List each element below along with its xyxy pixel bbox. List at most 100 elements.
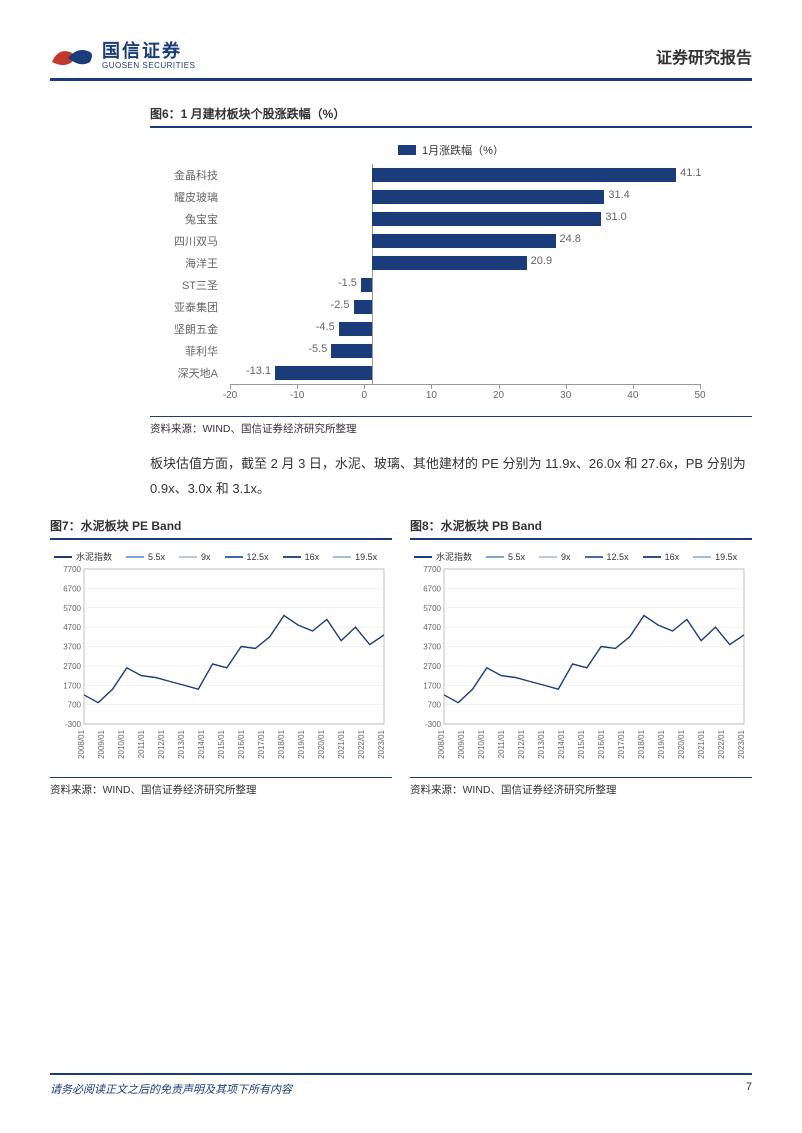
- legend-label: 12.5x: [607, 552, 629, 562]
- bar: [372, 256, 527, 270]
- y-tick-label: 700: [428, 701, 442, 710]
- bar-category-label: 耀皮玻璃: [160, 189, 224, 205]
- bar-area: 24.8: [224, 230, 742, 252]
- legend-label: 1月涨跌幅（%）: [422, 142, 504, 158]
- x-tick-label: 2019/01: [297, 730, 306, 759]
- legend-item: 水泥指数: [54, 550, 112, 563]
- y-tick-label: 2700: [63, 662, 81, 671]
- x-tick-label: 50: [694, 390, 705, 401]
- bar-area: 31.0: [224, 208, 742, 230]
- x-tick-label: 2023/01: [737, 730, 746, 759]
- legend-swatch: [539, 556, 557, 558]
- legend-item: 9x: [539, 550, 571, 563]
- bar-category-label: 四川双马: [160, 233, 224, 249]
- x-tick-label: 40: [627, 390, 638, 401]
- legend-item: 12.5x: [225, 550, 269, 563]
- y-tick-label: 2700: [423, 662, 441, 671]
- legend-swatch: [225, 556, 243, 558]
- legend-label: 9x: [201, 552, 211, 562]
- bar-category-label: 兔宝宝: [160, 211, 224, 227]
- bar-row: 海洋王 20.9: [160, 252, 742, 274]
- figure-6-source: 资料来源：WIND、国信证券经济研究所整理: [150, 416, 752, 436]
- x-tick-label: 2020/01: [317, 730, 326, 759]
- y-tick-label: 4700: [63, 624, 81, 633]
- report-title: 证券研究报告: [656, 44, 752, 68]
- y-tick-label: -300: [425, 720, 442, 729]
- bar-row: 耀皮玻璃31.4: [160, 186, 742, 208]
- legend-label: 5.5x: [508, 552, 525, 562]
- bar-area: -2.5: [224, 296, 742, 318]
- bar-area: 20.9: [224, 252, 742, 274]
- x-tick-label: -20: [223, 390, 237, 401]
- bar-value-label: -13.1: [246, 365, 271, 377]
- legend-item: 12.5x: [585, 550, 629, 563]
- y-tick-label: 1700: [63, 682, 81, 691]
- bar-area: -4.5: [224, 318, 742, 340]
- bar-value-label: 41.1: [680, 167, 701, 179]
- x-tick-label: 2009/01: [97, 730, 106, 759]
- bar-row: 四川双马24.8: [160, 230, 742, 252]
- x-tick-label: 2011/01: [137, 730, 146, 759]
- bar-category-label: ST三圣: [160, 277, 224, 293]
- legend-swatch: [283, 556, 301, 558]
- bar: [275, 366, 372, 380]
- y-tick-label: 6700: [63, 585, 81, 594]
- x-tick-label: 2014/01: [197, 730, 206, 759]
- bar: [372, 190, 604, 204]
- bar-value-label: 31.0: [605, 211, 626, 223]
- bar-category-label: 坚朗五金: [160, 321, 224, 337]
- bar: [339, 322, 372, 336]
- x-tick-label: 2011/01: [497, 730, 506, 759]
- bar-value-label: -2.5: [331, 299, 350, 311]
- bar-row: 深天地A-13.1: [160, 362, 742, 384]
- x-tick-label: 2008/01: [77, 730, 86, 759]
- bar-area: 41.1: [224, 164, 742, 186]
- x-tick-label: 2022/01: [357, 730, 366, 759]
- y-tick-label: 3700: [423, 643, 441, 652]
- logo-text-cn: 国信证券: [102, 42, 195, 62]
- bar-category-label: 金晶科技: [160, 167, 224, 183]
- y-tick-label: 3700: [63, 643, 81, 652]
- x-tick-label: 2015/01: [217, 730, 226, 759]
- y-tick-label: 6700: [423, 585, 441, 594]
- bar: [331, 344, 372, 358]
- y-tick-label: -300: [65, 720, 82, 729]
- legend-swatch: [398, 145, 416, 155]
- legend-label: 水泥指数: [76, 550, 112, 563]
- footer-disclaimer: 请务必阅读正文之后的免责声明及其项下所有内容: [50, 1081, 292, 1097]
- bar: [372, 234, 556, 248]
- figure-6-legend: 1月涨跌幅（%）: [160, 142, 742, 158]
- legend-swatch: [693, 556, 711, 558]
- x-tick-label: 2018/01: [277, 730, 286, 759]
- bar-area: -5.5: [224, 340, 742, 362]
- bar-value-label: 20.9: [531, 255, 552, 267]
- bar-row: 坚朗五金-4.5: [160, 318, 742, 340]
- x-tick-label: 2008/01: [437, 730, 446, 759]
- legend-item: 9x: [179, 550, 211, 563]
- x-tick-label: 2018/01: [637, 730, 646, 759]
- figure-7-title: 图7：水泥板块 PE Band: [50, 517, 392, 540]
- index-line: [444, 616, 744, 703]
- y-tick-label: 700: [68, 701, 82, 710]
- valuation-paragraph: 板块估值方面，截至 2 月 3 日，水泥、玻璃、其他建材的 PE 分别为 11.…: [150, 452, 752, 501]
- x-tick-label: 2010/01: [477, 730, 486, 759]
- x-tick-label: 2013/01: [177, 730, 186, 759]
- legend-label: 9x: [561, 552, 571, 562]
- legend-item: 19.5x: [333, 550, 377, 563]
- figure-6-x-axis: -20-1001020304050: [230, 384, 700, 410]
- figure-8: 图8：水泥板块 PB Band 水泥指数5.5x9x12.5x16x19.5x …: [410, 517, 752, 797]
- page-footer: 请务必阅读正文之后的免责声明及其项下所有内容 7: [50, 1073, 752, 1097]
- y-tick-label: 5700: [423, 604, 441, 613]
- x-tick-label: 2020/01: [677, 730, 686, 759]
- x-tick-label: 2009/01: [457, 730, 466, 759]
- x-tick-label: 30: [560, 390, 571, 401]
- page-header: 国信证券 GUOSEN SECURITIES 证券研究报告: [50, 40, 752, 81]
- bar-category-label: 海洋王: [160, 255, 224, 271]
- legend-swatch: [54, 556, 72, 558]
- legend-swatch: [643, 556, 661, 558]
- bar-category-label: 菲利华: [160, 343, 224, 359]
- legend-swatch: [179, 556, 197, 558]
- legend-label: 16x: [305, 552, 320, 562]
- legend-label: 19.5x: [355, 552, 377, 562]
- bar-area: -1.5: [224, 274, 742, 296]
